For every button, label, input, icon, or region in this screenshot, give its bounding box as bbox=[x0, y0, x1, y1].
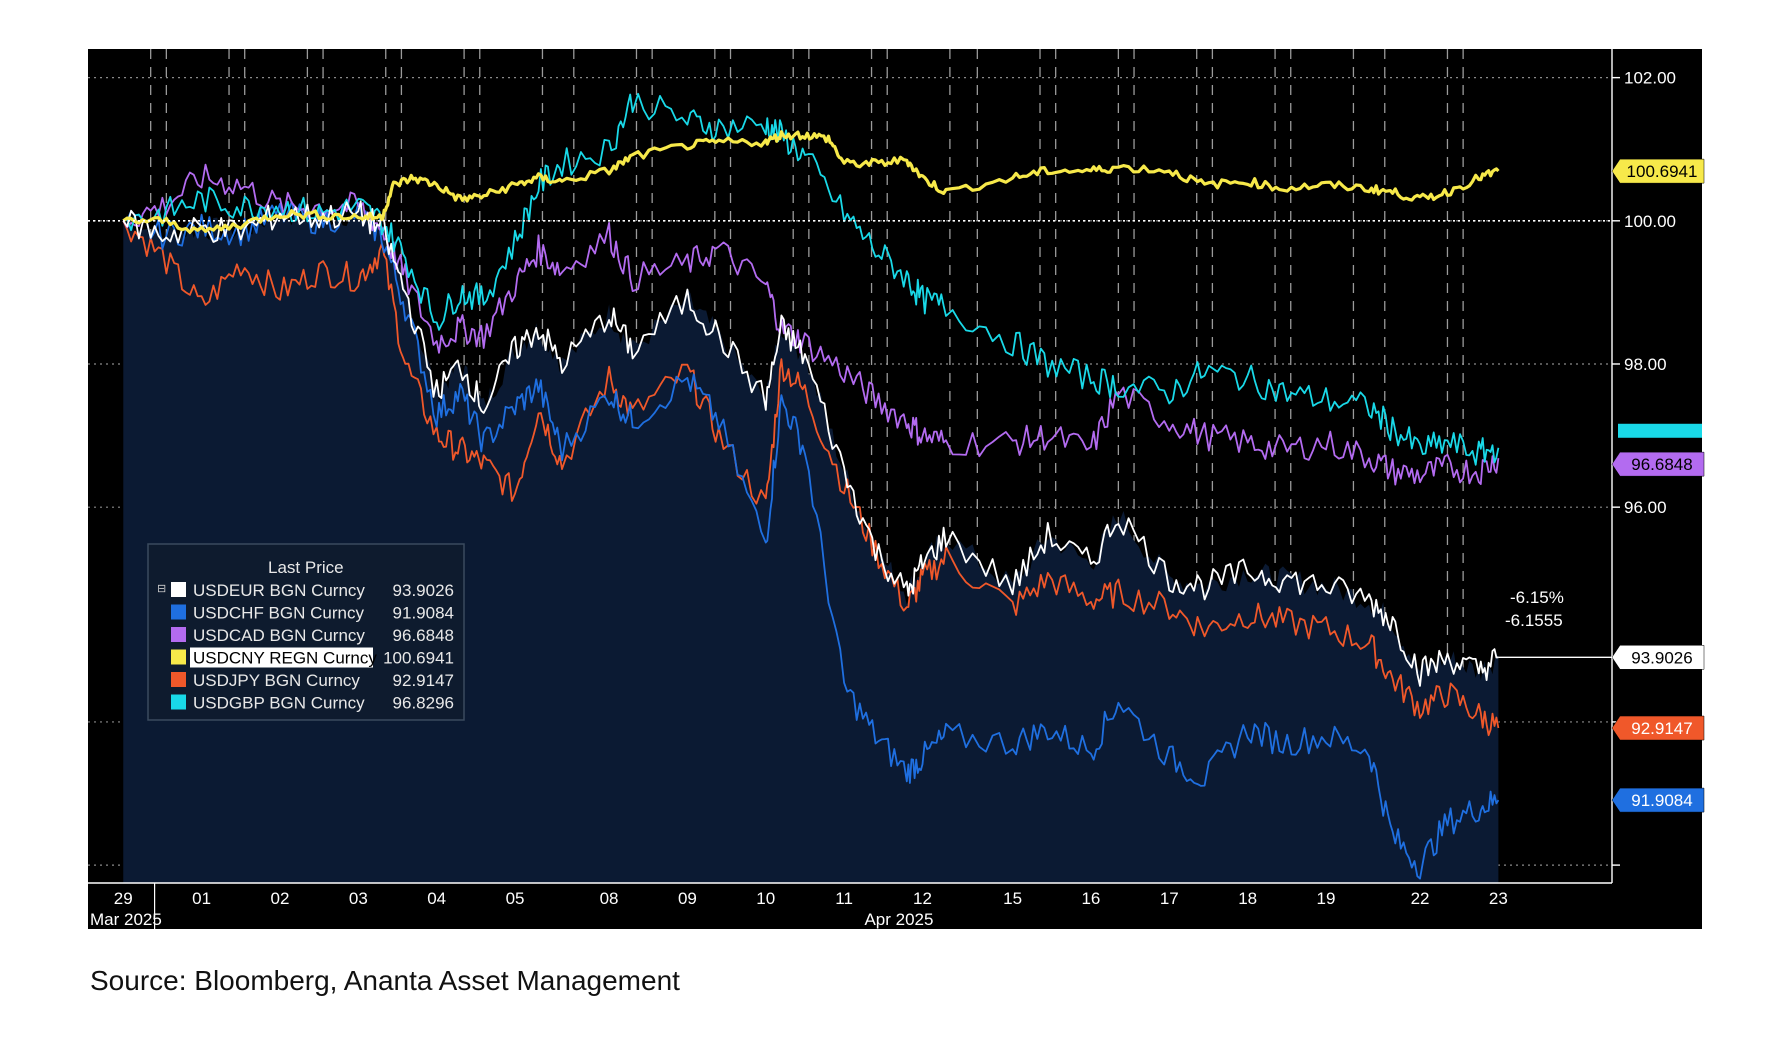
area-layer bbox=[123, 203, 1499, 883]
last-value-labels: 100.6941 96.6848 93.9026 92.9147 91.9084 bbox=[1498, 158, 1705, 813]
last-label-bg-usdchf bbox=[1611, 787, 1705, 813]
series-line-usdjpy bbox=[122, 220, 1500, 737]
x-tick-label: 03 bbox=[349, 889, 368, 908]
annotation-line-1: -6.15% bbox=[1510, 588, 1564, 607]
legend-highlight bbox=[190, 647, 373, 668]
legend-entry-name: USDEUR BGN Curncy bbox=[193, 581, 365, 600]
legend-entries: USDEUR BGN Curncy 93.9026 USDCHF BGN Curnc… bbox=[171, 581, 454, 713]
legend-swatch bbox=[171, 582, 186, 597]
legend-entry-value: 93.9026 bbox=[393, 581, 454, 600]
legend-entry-name: USDGBP BGN Curncy bbox=[193, 694, 365, 713]
x-tick-label: 22 bbox=[1411, 889, 1430, 908]
last-label-bg-usdjpy bbox=[1611, 715, 1705, 741]
x-tick-label: 12 bbox=[913, 889, 932, 908]
last-label-usdcny: 100.6941 bbox=[1627, 162, 1698, 181]
last-label-usdcad: 96.6848 bbox=[1631, 455, 1692, 474]
x-tick-label: 11 bbox=[835, 889, 853, 908]
annotation-line-2: -6.1555 bbox=[1505, 611, 1563, 630]
y-tick-label: 96.00 bbox=[1624, 498, 1667, 517]
y-tick-label: 98.00 bbox=[1624, 355, 1667, 374]
x-period-label: Apr 2025 bbox=[864, 910, 933, 929]
last-label-usdchf: 91.9084 bbox=[1631, 791, 1692, 810]
last-label-bg-usdeur bbox=[1611, 645, 1705, 670]
area-fill-usdeur bbox=[123, 203, 1499, 883]
x-tick-label: 10 bbox=[756, 889, 775, 908]
legend-entry-value: 100.6941 bbox=[383, 649, 454, 668]
legend-entry-name: USDCHF BGN Curncy bbox=[193, 604, 364, 623]
legend-box bbox=[147, 543, 465, 721]
x-tick-label: 02 bbox=[271, 889, 290, 908]
x-tick-label: 29 bbox=[114, 889, 133, 908]
x-tick-label: 08 bbox=[600, 889, 619, 908]
x-tick-label: 18 bbox=[1238, 889, 1257, 908]
last-label-bg-usdgbp bbox=[1618, 423, 1702, 438]
x-tick-label: 17 bbox=[1160, 889, 1179, 908]
x-tick-label: 15 bbox=[1003, 889, 1022, 908]
legend-swatch bbox=[171, 604, 186, 620]
x-tick-label: 19 bbox=[1317, 889, 1336, 908]
legend-title: Last Price bbox=[268, 558, 344, 577]
source-note: Source: Bloomberg, Ananta Asset Manageme… bbox=[90, 965, 680, 996]
x-tick-label: 16 bbox=[1081, 889, 1100, 908]
last-label-bg-usdcny bbox=[1611, 158, 1705, 184]
legend-entry-value: 92.9147 bbox=[393, 671, 454, 690]
x-tick-label: 01 bbox=[192, 889, 211, 908]
series-line-usdcny bbox=[122, 130, 1500, 234]
y-tick-label: 100.00 bbox=[1624, 212, 1676, 231]
legend-swatch bbox=[171, 649, 186, 665]
x-tick-label: 04 bbox=[427, 889, 446, 908]
x-tick-label: 09 bbox=[678, 889, 697, 908]
series-lines bbox=[88, 92, 1612, 880]
legend-collapse-icon[interactable]: ⊟ bbox=[157, 583, 166, 595]
last-label-usdjpy: 92.9147 bbox=[1631, 719, 1692, 738]
legend-entry-name: USDCNY REGN Curncy bbox=[193, 649, 377, 668]
legend-entry-value: 96.6848 bbox=[393, 626, 454, 645]
legend-swatch bbox=[171, 627, 186, 642]
series-line-usdeur bbox=[122, 200, 1499, 687]
legend-swatch bbox=[171, 694, 186, 710]
x-period-label: Mar 2025 bbox=[90, 910, 162, 929]
x-tick-label: 05 bbox=[506, 889, 525, 908]
legend-entry-value: 96.8296 bbox=[393, 694, 454, 713]
annotation: -6.15% -6.1555 bbox=[1505, 588, 1564, 630]
x-tick-label: 23 bbox=[1489, 889, 1508, 908]
last-label-usdeur: 93.9026 bbox=[1631, 648, 1692, 667]
legend-entry-value: 91.9084 bbox=[393, 604, 454, 623]
legend: Last Price ⊟ USDEUR BGN Curncy 93.9026USD… bbox=[147, 543, 465, 721]
y-tick-label: 102.00 bbox=[1624, 69, 1676, 88]
legend-swatch bbox=[171, 672, 186, 687]
legend-entry-name: USDJPY BGN Curncy bbox=[193, 671, 360, 690]
last-label-bg-usdcad bbox=[1611, 451, 1705, 477]
axes: 102.00 100.00 98.00 96.00 29 01 02 03 04 05 08 09 10… bbox=[88, 49, 1676, 929]
legend-entry-name: USDCAD BGN Curncy bbox=[193, 626, 365, 645]
